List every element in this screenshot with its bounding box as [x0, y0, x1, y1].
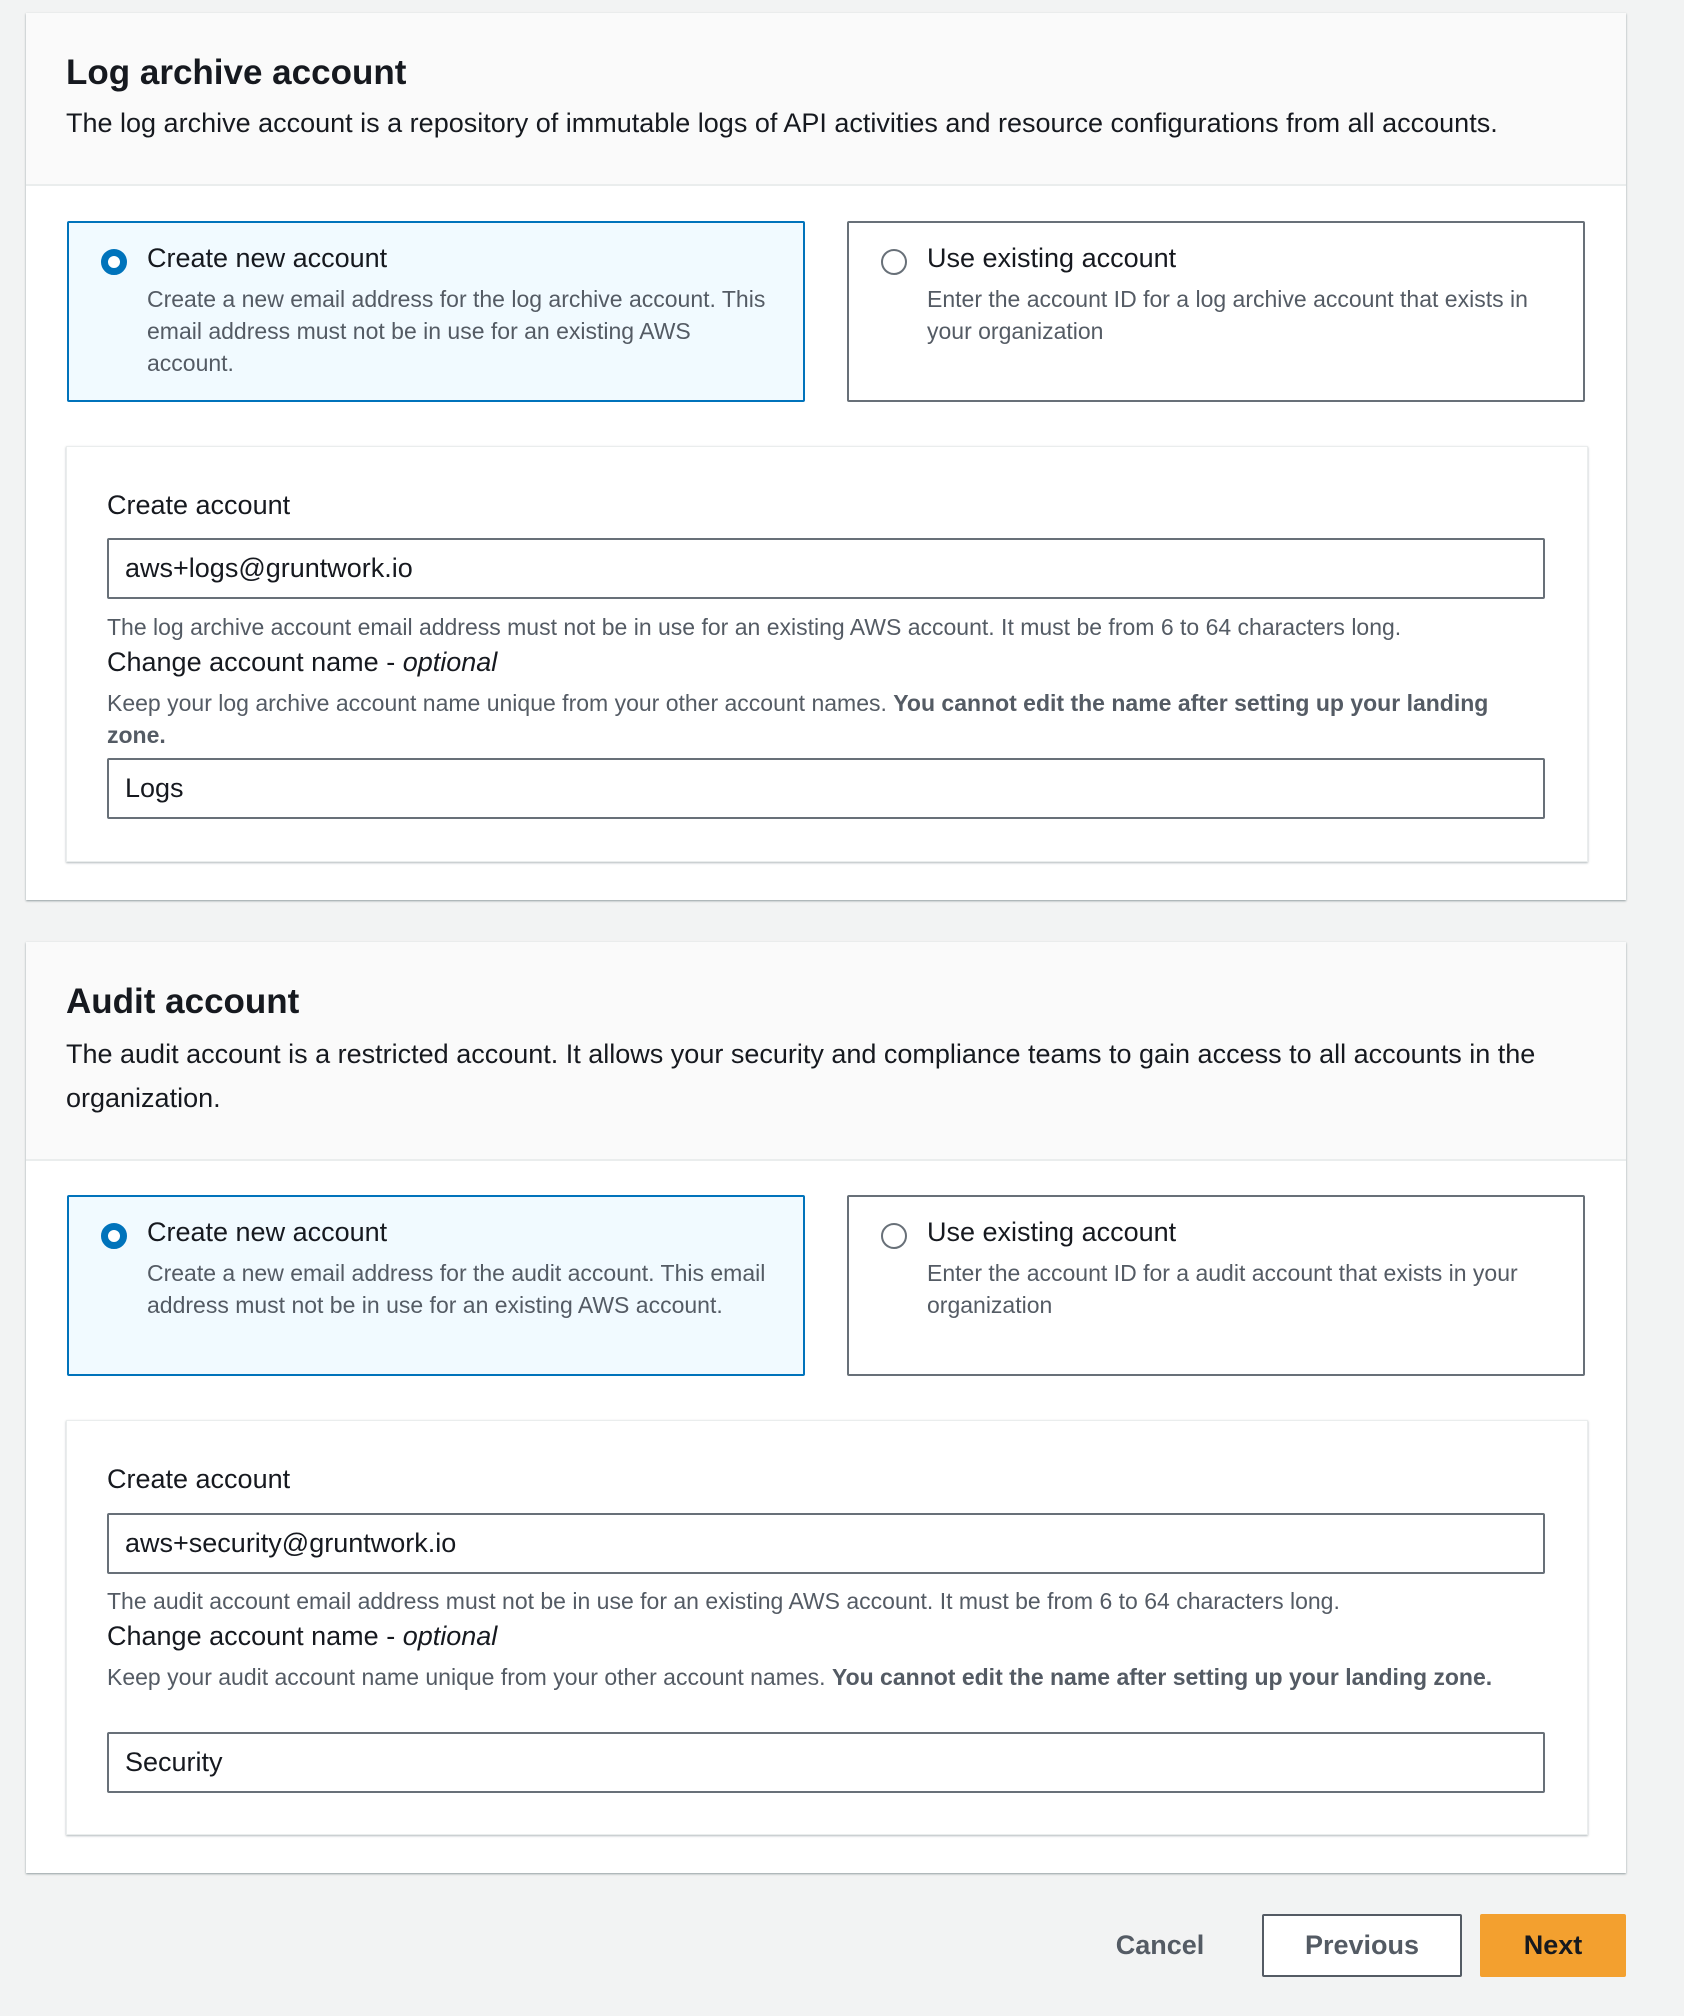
create-new-account-option[interactable]: Create new account Create a new email ad…: [67, 221, 805, 402]
account-name-label: Change account name - optional: [107, 1621, 497, 1652]
create-account-panel: Create account The audit account email a…: [66, 1420, 1588, 1835]
help-text: Keep your audit account name unique from…: [107, 1664, 832, 1690]
create-account-panel: Create account The log archive account e…: [66, 446, 1588, 862]
account-name-input[interactable]: [107, 1732, 1545, 1793]
audit-section: Audit account The audit account is a res…: [26, 942, 1626, 1873]
radio-selected-icon[interactable]: [101, 1223, 127, 1249]
account-name-label: Change account name - optional: [107, 647, 497, 678]
account-name-input[interactable]: [107, 758, 1545, 819]
option-description: Create a new email address for the audit…: [147, 1260, 766, 1318]
option-label: Create new account: [147, 1217, 388, 1247]
optional-text: optional: [402, 1621, 498, 1651]
help-warning: You cannot edit the name after setting u…: [831, 1664, 1493, 1690]
option-description: Enter the account ID for a audit account…: [927, 1260, 1518, 1318]
create-new-account-option[interactable]: Create new account Create a new email ad…: [67, 1195, 805, 1376]
option-label: Use existing account: [927, 1217, 1177, 1247]
account-name-help: Keep your audit account name unique from…: [107, 1661, 1547, 1693]
account-name-help: Keep your log archive account name uniqu…: [107, 687, 1547, 751]
radio-unselected-icon[interactable]: [881, 1223, 907, 1249]
log-archive-section: Log archive account The log archive acco…: [26, 13, 1626, 900]
radio-selected-icon[interactable]: [101, 249, 127, 275]
option-label: Use existing account: [927, 243, 1177, 273]
email-input[interactable]: [107, 1513, 1545, 1574]
previous-button[interactable]: Previous: [1262, 1914, 1462, 1977]
next-button[interactable]: Next: [1480, 1914, 1626, 1977]
help-text: Keep your log archive account name uniqu…: [107, 690, 894, 716]
email-input[interactable]: [107, 538, 1545, 599]
section-header: Log archive account The log archive acco…: [26, 13, 1626, 186]
help-warning: You cannot edit the name after setting u…: [107, 690, 1489, 748]
use-existing-account-option[interactable]: Use existing account Enter the account I…: [847, 221, 1585, 402]
section-description: The log archive account is a repository …: [66, 108, 1498, 138]
cancel-button[interactable]: Cancel: [1100, 1914, 1220, 1977]
option-label: Create new account: [147, 243, 388, 273]
email-help-text: The log archive account email address mu…: [107, 614, 1402, 640]
option-description: Create a new email address for the log a…: [147, 286, 766, 376]
section-title: Audit account: [66, 982, 300, 1021]
option-description: Enter the account ID for a log archive a…: [927, 286, 1528, 344]
optional-text: optional: [402, 647, 498, 677]
create-account-label: Create account: [107, 1464, 291, 1494]
section-title: Log archive account: [66, 53, 407, 92]
section-header: Audit account The audit account is a res…: [26, 942, 1626, 1161]
use-existing-account-option[interactable]: Use existing account Enter the account I…: [847, 1195, 1585, 1376]
section-description: The audit account is a restricted accoun…: [66, 1039, 1536, 1113]
radio-unselected-icon[interactable]: [881, 249, 907, 275]
create-account-label: Create account: [107, 490, 291, 520]
email-help-text: The audit account email address must not…: [107, 1588, 1340, 1614]
label-text: Change account name -: [107, 1621, 403, 1651]
label-text: Change account name -: [107, 647, 403, 677]
